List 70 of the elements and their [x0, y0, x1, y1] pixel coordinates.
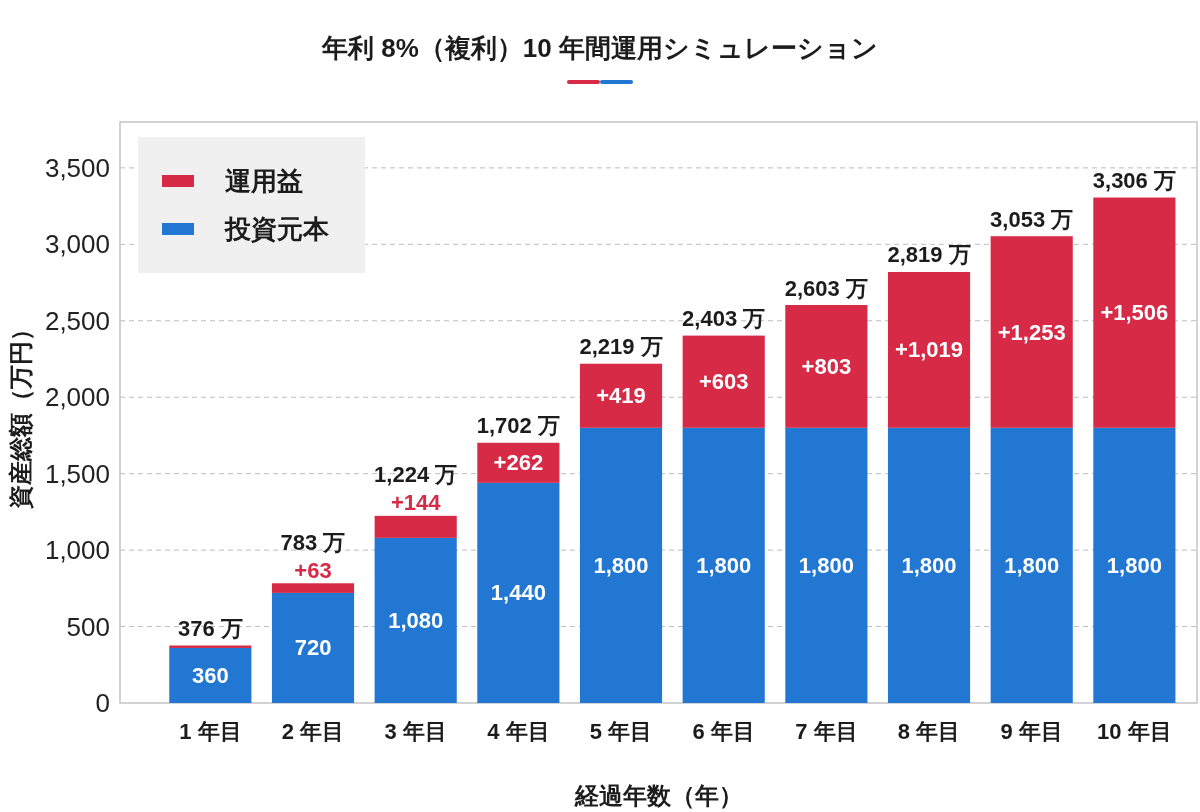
y-tick-label: 3,000	[44, 229, 110, 260]
data-label: +1,253	[997, 319, 1066, 345]
bar	[579, 363, 663, 428]
y-tick-label: 3,500	[44, 152, 110, 183]
bar	[1093, 427, 1176, 703]
bar	[785, 427, 868, 703]
total-label: 783 万	[280, 529, 346, 555]
x-tick-label: 4 年目	[487, 718, 550, 744]
x-tick-label: 3 年目	[384, 718, 447, 744]
total-label: 376 万	[177, 616, 243, 642]
total-label: 3,053 万	[990, 206, 1074, 232]
data-label: 1,800	[798, 552, 854, 578]
x-axis-title: 経過年数（年）	[573, 781, 743, 809]
data-label: 1,800	[1004, 552, 1060, 578]
bar	[374, 537, 457, 703]
x-tick-label: 5 年目	[589, 718, 653, 744]
bar	[682, 335, 765, 428]
data-label: +1,019	[895, 337, 963, 363]
total-label: 1,224 万	[374, 462, 458, 488]
data-label: +603	[698, 369, 749, 395]
bar	[785, 305, 868, 428]
x-tick-label: 6 年目	[692, 718, 755, 744]
bar	[271, 583, 355, 593]
bar	[990, 236, 1073, 428]
total-label: 2,219 万	[579, 334, 663, 360]
x-tick-label: 1 年目	[179, 718, 242, 744]
bar	[169, 647, 252, 703]
data-label: 1,800	[1106, 552, 1162, 578]
chart-title: 年利 8%（複利）10 年間運用シミュレーション	[321, 33, 878, 63]
bar	[374, 515, 457, 538]
y-tick-label: 1,500	[44, 458, 110, 489]
data-label: +144	[390, 490, 442, 516]
data-label: 1,800	[593, 552, 649, 578]
x-tick-label: 2 年目	[281, 718, 345, 744]
data-label: +803	[801, 353, 852, 379]
y-tick-label: 500	[66, 611, 110, 642]
total-label: 1,702 万	[476, 413, 560, 439]
bar	[682, 427, 765, 703]
bar	[887, 427, 971, 703]
total-label: 2,819 万	[887, 242, 971, 268]
bar	[1093, 197, 1176, 428]
data-label: 1,080	[388, 607, 444, 633]
bar	[271, 592, 355, 703]
x-tick-label: 7 年目	[795, 718, 858, 744]
bar	[579, 427, 663, 703]
bar	[990, 427, 1073, 703]
x-tick-label: 8 年目	[897, 718, 961, 744]
y-tick-label: 2,000	[44, 382, 110, 413]
data-label: +1,506	[1100, 300, 1169, 326]
data-label: 1,800	[696, 552, 752, 578]
data-label: +262	[493, 450, 544, 476]
data-label: +63	[294, 557, 332, 583]
data-label: 360	[191, 662, 229, 688]
bar	[477, 482, 560, 703]
bar	[887, 271, 971, 428]
data-label: 1,440	[490, 580, 546, 606]
total-label: 2,603 万	[784, 275, 868, 301]
legend-label: 運用益	[225, 166, 303, 196]
x-tick-label: 10 年目	[1097, 718, 1172, 744]
total-label: 3,306 万	[1092, 168, 1176, 194]
y-axis-title: 資産総額（万円）	[6, 316, 34, 510]
y-tick-label: 2,500	[44, 305, 110, 336]
legend-label: 投資元本	[224, 214, 330, 244]
y-tick-label: 1,000	[44, 535, 110, 566]
data-label: 1,800	[901, 552, 957, 578]
x-tick-label: 9 年目	[1000, 718, 1063, 744]
data-label: 720	[294, 635, 332, 661]
y-tick-label: 0	[95, 688, 110, 718]
data-label: +419	[596, 383, 646, 409]
total-label: 2,403 万	[682, 306, 766, 332]
